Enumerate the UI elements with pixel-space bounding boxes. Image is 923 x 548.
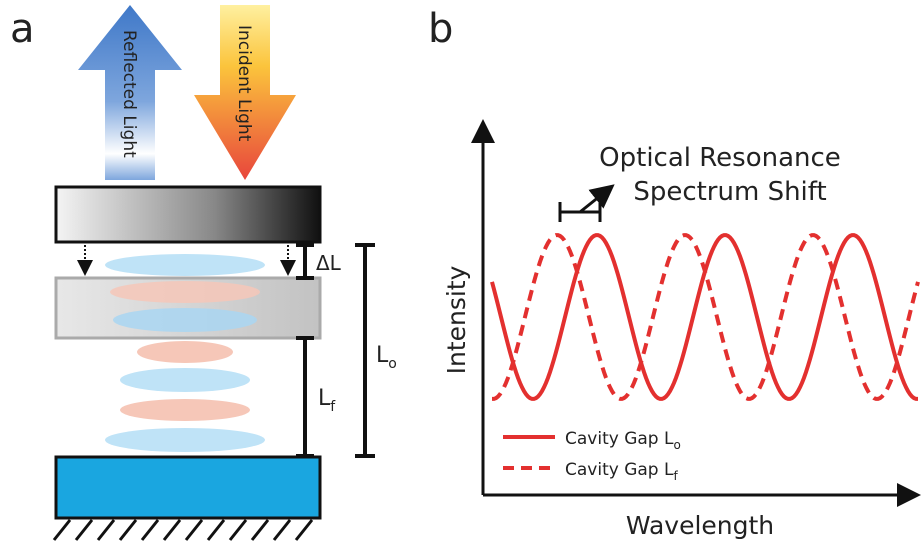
legend-label: Cavity Gap Lo bbox=[565, 429, 681, 452]
hatch-line bbox=[208, 520, 224, 540]
hatch-line bbox=[274, 520, 290, 540]
y-axis-label: Intensity bbox=[442, 265, 471, 374]
hatch-line bbox=[98, 520, 114, 540]
gap-label: Lf bbox=[318, 386, 336, 415]
hatch-line bbox=[164, 520, 180, 540]
field-lobe bbox=[110, 281, 260, 303]
hatch-line bbox=[186, 520, 202, 540]
x-axis-label: Wavelength bbox=[626, 511, 774, 540]
spectrum-lo bbox=[492, 235, 918, 399]
hatch-line bbox=[54, 520, 70, 540]
hatch-line bbox=[142, 520, 158, 540]
field-lobe bbox=[105, 428, 265, 452]
legend-label: Cavity Gap Lf bbox=[565, 460, 678, 483]
dimension-lines bbox=[296, 245, 375, 456]
ground-hatch bbox=[54, 520, 312, 540]
field-lobe bbox=[120, 368, 250, 392]
hatch-line bbox=[296, 520, 312, 540]
hatch-line bbox=[120, 520, 136, 540]
field-lobe bbox=[105, 254, 265, 276]
hatch-line bbox=[252, 520, 268, 540]
field-lobe bbox=[113, 308, 257, 332]
hatch-line bbox=[230, 520, 246, 540]
hatch-line bbox=[76, 520, 92, 540]
spectrum-lf bbox=[492, 235, 918, 399]
field-lobe bbox=[137, 341, 233, 363]
panel-label: a bbox=[10, 6, 35, 52]
gap-label: Lo bbox=[376, 343, 397, 372]
panel-label: b bbox=[428, 6, 453, 52]
annotation: Spectrum Shift bbox=[633, 177, 826, 207]
substrate bbox=[56, 457, 320, 518]
top-mirror bbox=[56, 187, 320, 242]
arrow-label: Reflected Light bbox=[119, 30, 139, 158]
field-lobe bbox=[120, 399, 250, 421]
arrow-label: Incident Light bbox=[234, 25, 254, 142]
annotation: Optical Resonance bbox=[599, 143, 841, 173]
figure: a b Reflected Light Incident Light ΔL Lf… bbox=[0, 0, 923, 548]
gap-label: ΔL bbox=[316, 251, 342, 275]
shift-marker bbox=[560, 188, 610, 222]
